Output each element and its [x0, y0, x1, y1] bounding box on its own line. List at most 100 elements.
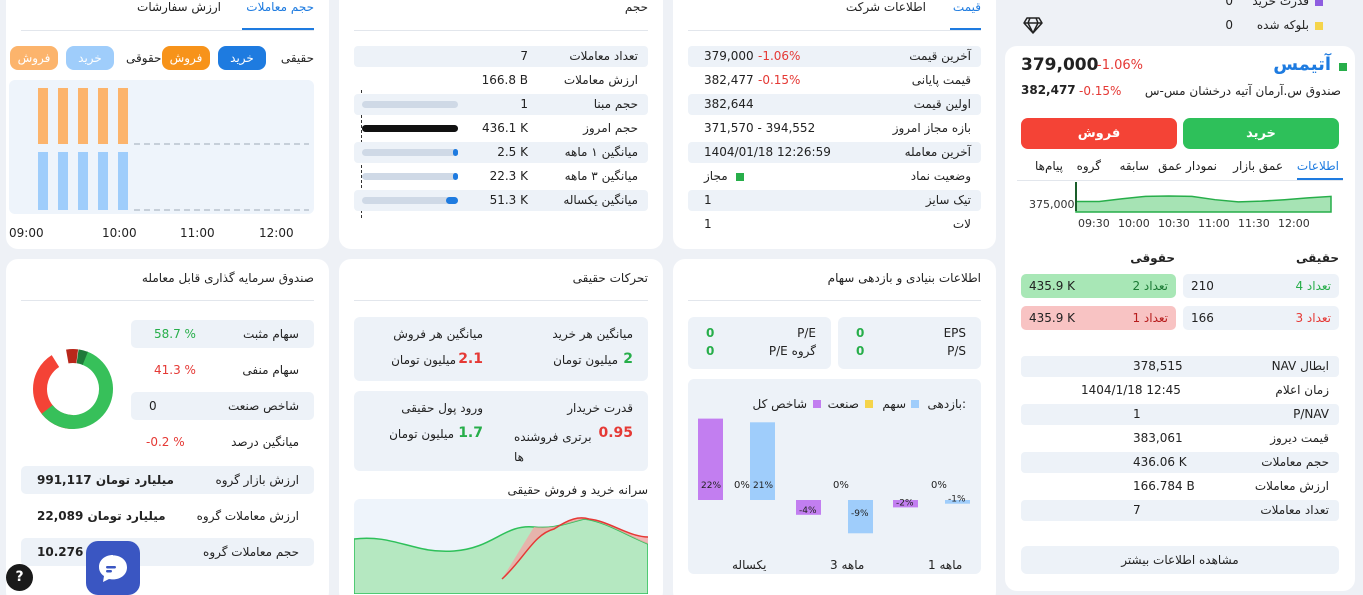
help-button[interactable]: ?: [6, 564, 33, 591]
mini-y-tick: 375,000: [1029, 198, 1075, 211]
legal-sell-count: تعداد 1 435.9 K: [1021, 306, 1176, 330]
tab-depth-chart[interactable]: نمودار عمق: [1158, 159, 1217, 173]
real-filter-label: حقیقی: [280, 51, 314, 65]
volume-row-label: حجم امروز: [583, 121, 638, 135]
price-row-value: 382,477: [704, 73, 754, 87]
mini-x-tick: 11:30: [1238, 217, 1270, 230]
breadth-row-value: 58.7 %: [154, 327, 196, 341]
tab-messages[interactable]: پیام‌ها: [1034, 159, 1063, 173]
mini-x-tick: 12:00: [1278, 217, 1310, 230]
trade-x-tick: 12:00: [259, 226, 294, 240]
tab-market-depth[interactable]: عمق بازار: [1233, 159, 1283, 173]
group-row: ارزش بازار گروه 991,117 میلیارد تومان: [21, 466, 314, 494]
industry-return-label: 0%: [833, 480, 849, 491]
status-dot-icon: [1339, 63, 1347, 71]
volume-row-label: میانگین ۱ ماهه: [564, 145, 638, 159]
tab-underline: [1297, 178, 1343, 180]
avg-buy-label: میانگین هر خرید: [552, 327, 633, 341]
real-header: حقیقی: [1296, 251, 1339, 265]
buy-power-label: قدرت خرید: [1252, 0, 1309, 8]
price-card: قیمت اطلاعات شرکت آخرین قیمت 379,000 -1.06…: [673, 0, 996, 249]
nav-row: NAV ابطال 378,515: [1021, 356, 1339, 377]
volume-row-value: 22.3 K: [489, 169, 528, 183]
sell-volume-bar: [78, 88, 88, 144]
group-row: حجم معاملات گروه 10.276 B: [21, 538, 314, 566]
fund-card: صندوق سرمایه گذاری قابل معامله سهام مثبت…: [6, 259, 329, 595]
tab-price[interactable]: قیمت: [952, 0, 981, 14]
index-return-bar: [796, 500, 821, 515]
trade-chart-area: [9, 80, 314, 214]
return-bar-label: 21%: [753, 481, 773, 491]
group-row-label: ارزش معاملات گروه: [196, 509, 299, 523]
volume-row-label: ارزش معاملات: [563, 73, 638, 87]
nav-row-label: NAV ابطال: [1271, 359, 1329, 373]
nav-row: ارزش معاملات 166.784 B: [1021, 476, 1339, 497]
stock-return-bar: [848, 500, 873, 534]
return-bar-label: 22%: [701, 481, 721, 491]
volume-title: حجم: [624, 0, 648, 14]
price-row-value: 371,570 - 394,552: [704, 121, 816, 135]
fundamental-title: اطلاعات بنیادی و بازدهی سهام: [827, 271, 981, 285]
breadth-row-value: -0.2 %: [146, 435, 185, 449]
breadth-row: سهام منفی 41.3 %: [131, 356, 314, 384]
price-row-value: 379,000: [704, 49, 754, 63]
real-buy-toggle[interactable]: خرید: [218, 46, 266, 70]
tab-order-value[interactable]: ارزش سفارشات: [137, 0, 221, 14]
nav-row-value: 436.06 K: [1133, 455, 1187, 469]
nav-row-label: P/NAV: [1293, 407, 1329, 421]
return-category-tick: 1 ماهه: [928, 558, 962, 572]
volume-row-label: میانگین یکساله: [563, 193, 638, 207]
volume-card: حجم تعداد معاملات 7 ارزش معاملات 166.8 B حجم…: [339, 0, 663, 249]
nav-row-value: 1: [1133, 407, 1141, 421]
tab-trade-volume[interactable]: حجم معاملات: [246, 0, 314, 14]
symbol-fullname: صندوق س.آرمان آتیه درخشان مس-س: [1144, 84, 1341, 98]
volume-row-label: تعداد معاملات: [569, 49, 638, 63]
price-row-label: قیمت پایانی: [911, 73, 971, 87]
legal-buy-count: تعداد 2 435.9 K: [1021, 274, 1176, 298]
legend-industry: صنعت: [827, 397, 859, 411]
volume-bar-track: [362, 197, 458, 204]
legal-buy-toggle[interactable]: خرید: [66, 46, 114, 70]
returns-chart-box: بازدهی: سهم صنعت شاخص کل -1% -9% 21% 0% 0% 0%…: [688, 379, 981, 574]
group-row-value: 22,089 میلیارد تومان: [37, 509, 166, 523]
buyer-power-box: قدرت خریدار 0.95 برتری فروشنده ها ورود پ…: [354, 391, 648, 471]
volume-bar-track: [362, 101, 458, 108]
pe-box: P/E 0 P/E گروه 0: [688, 317, 831, 369]
volume-row-value: 436.1 K: [481, 121, 528, 135]
diamond-icon[interactable]: [1023, 16, 1043, 34]
buyer-power-value: 0.95: [598, 425, 633, 441]
sell-volume-bar: [98, 88, 108, 144]
per-capita-chart: [353, 499, 649, 595]
legend-stock: سهم: [882, 397, 906, 411]
group-row-value: 991,117 میلیارد تومان: [37, 473, 174, 487]
buy-volume-bar: [98, 152, 108, 210]
trade-volume-card: حجم معاملات ارزش سفارشات حقیقی خرید فروش…: [6, 0, 329, 249]
nav-row: حجم معاملات 436.06 K: [1021, 452, 1339, 473]
buy-button[interactable]: خرید: [1183, 118, 1339, 149]
real-sell-toggle[interactable]: فروش: [162, 46, 210, 70]
buy-volume-bar: [38, 152, 48, 210]
price-row: اولین قیمت 382,644: [688, 94, 981, 115]
buy-volume-bar: [58, 152, 68, 210]
tab-info[interactable]: اطلاعات: [1296, 159, 1339, 173]
breadth-row-label: سهام منفی: [242, 363, 299, 377]
symbol-change: -1.06%: [1097, 58, 1143, 73]
sell-button[interactable]: فروش: [1021, 118, 1177, 149]
legal-sell-toggle[interactable]: فروش: [10, 46, 58, 70]
buy-volume-bar: [118, 152, 128, 210]
index-return-bar: [698, 418, 723, 500]
eps-box: EPS 0 P/S 0: [838, 317, 981, 369]
volume-row: حجم امروز 436.1 K: [354, 118, 648, 139]
volume-row: میانگین یکساله 51.3 K: [354, 190, 648, 211]
price-row: تیک سایز 1: [688, 190, 981, 211]
chat-button[interactable]: [86, 541, 140, 595]
tab-group[interactable]: گروه: [1076, 159, 1101, 173]
price-row: وضعیت نماد مجاز: [688, 166, 981, 187]
blocked-label: بلوکه شده: [1256, 18, 1309, 32]
symbol-price: 379,000: [1021, 55, 1099, 75]
tab-company-info[interactable]: اطلاعات شرکت: [845, 0, 926, 14]
return-category-tick: یکساله: [732, 558, 766, 572]
tab-history[interactable]: سابقه: [1119, 159, 1149, 173]
more-info-button[interactable]: مشاهده اطلاعات بیشتر: [1021, 546, 1339, 574]
volume-bar-track: [362, 149, 458, 156]
